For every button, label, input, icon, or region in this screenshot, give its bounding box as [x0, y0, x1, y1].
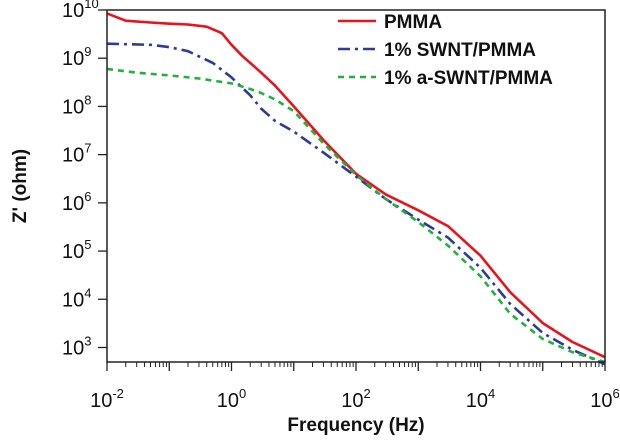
series-line-2: [106, 67, 606, 364]
x-tick-label: 106: [590, 386, 619, 412]
y-tick-label: 109: [62, 44, 91, 70]
y-tick-label: 105: [62, 237, 91, 263]
ticks-layer: 10-2 100 102 104 106 103 104 105 106 107 108 109 101…: [62, 0, 620, 412]
x-tick-label: 100: [217, 386, 246, 412]
y-tick-label: 106: [62, 189, 91, 215]
series-line-1: [106, 42, 606, 366]
y-tick-label: 108: [62, 92, 91, 118]
plot-frame: [106, 9, 606, 363]
legend-label-swnt-pmma: 1% SWNT/PMMA: [384, 40, 536, 61]
y-tick-label: 104: [62, 285, 91, 311]
legend-label-a-swnt-pmma: 1% a-SWNT/PMMA: [384, 68, 553, 89]
y-tick-label: 1010: [62, 0, 99, 22]
x-tick-label: 10-2: [90, 386, 124, 412]
series-line-0: [106, 12, 606, 359]
legend: PMMA 1% SWNT/PMMA 1% a-SWNT/PMMA: [338, 12, 553, 89]
x-axis-title: Frequency (Hz): [287, 415, 424, 436]
y-tick-label: 103: [62, 333, 91, 359]
x-tick-label: 104: [466, 386, 495, 412]
y-tick-label: 107: [62, 141, 91, 167]
series-layer: [106, 12, 606, 366]
legend-label-pmma: PMMA: [384, 12, 442, 33]
y-axis-title: Z' (ohm): [10, 149, 31, 223]
x-tick-label: 102: [341, 386, 370, 412]
